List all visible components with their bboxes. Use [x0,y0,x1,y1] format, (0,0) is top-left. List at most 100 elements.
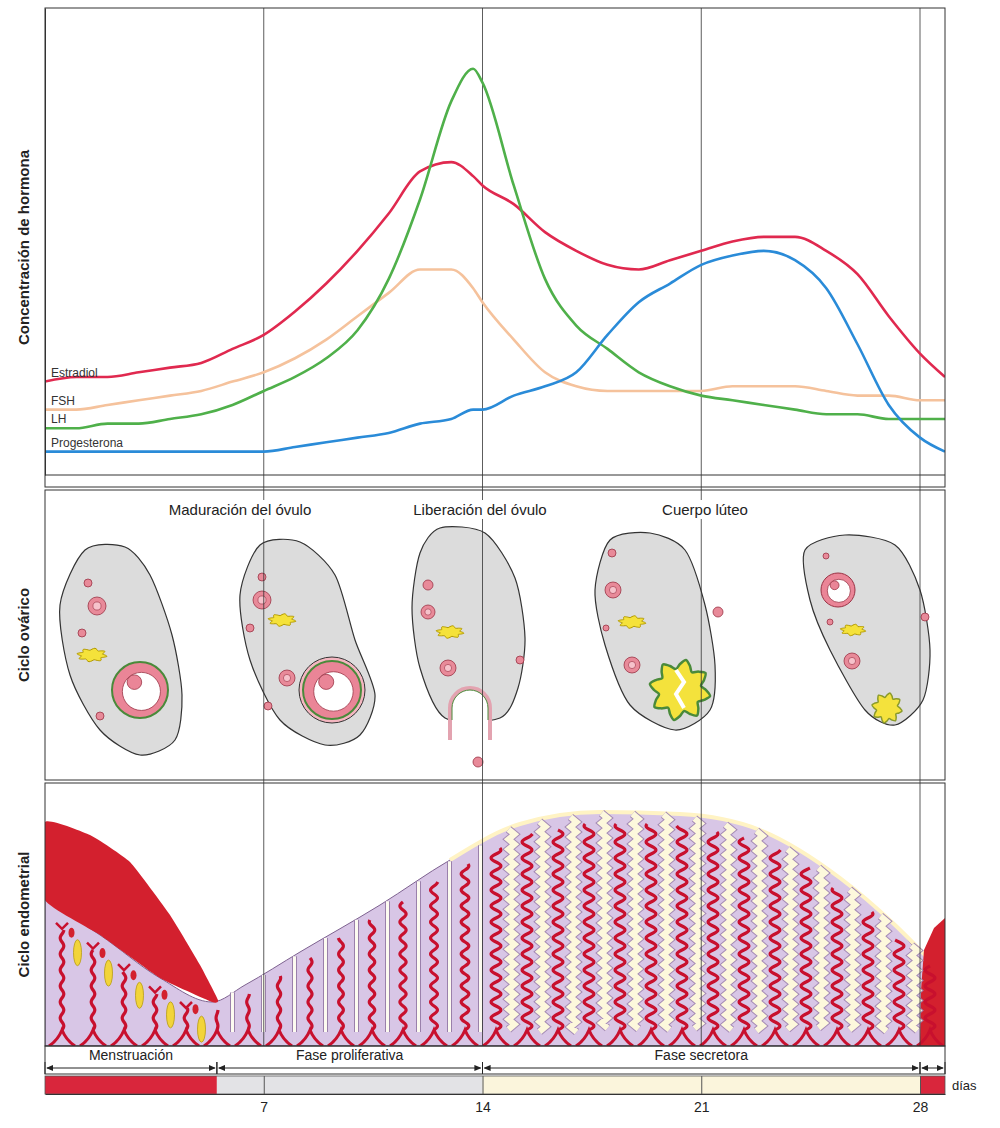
artery-base [483,1030,509,1046]
endometrium-tissue [45,812,945,1046]
follicle [258,573,266,581]
artery-base [576,1030,602,1046]
spiral-artery [553,830,563,1030]
artery-base [452,1030,478,1046]
blood-fragment [162,990,168,1000]
gland [417,881,420,1032]
gland [293,956,296,1032]
hormone-line [45,69,945,429]
corpus-luteum-core [676,670,684,708]
spiral-artery [491,848,501,1030]
spiral-artery [739,838,749,1030]
follicle [423,580,433,590]
gland [664,815,670,1030]
follicle-core [444,664,451,671]
artery-base [545,1030,571,1046]
spiral-artery [677,826,687,1030]
spiral-artery [431,882,438,1030]
gland-edge [323,938,328,1032]
follicle [264,702,272,710]
phase-arrow [922,1068,943,1069]
artery-tip [118,964,130,970]
gland [633,814,639,1029]
gland-fragment [167,1002,175,1028]
artery-base [917,1030,943,1046]
phases [45,1062,945,1094]
follicle [713,607,723,617]
follicle [253,591,271,609]
gland-edge [695,819,701,1029]
gland-edge [664,815,670,1030]
gland [231,992,234,1032]
artery-base [421,1030,447,1046]
x-axis: 7142128 [46,1076,946,1115]
gland [355,920,358,1032]
gland [695,819,701,1029]
tick-label: 28 [913,1099,929,1115]
artery-base [731,1030,757,1046]
menstrual-blood [45,821,218,1002]
antrum [314,672,353,711]
artery-base [297,1030,323,1046]
phase-label: Fase proliferativa [296,1047,404,1063]
artery-base [173,1030,199,1046]
gland [850,890,856,1030]
spiral-artery [461,864,469,1030]
spiral-artery [832,888,842,1030]
artery-base [390,1030,416,1046]
stage-label: Maduración del óvulo [169,501,312,518]
artery-base [762,1030,788,1046]
spiral-artery [277,976,280,1030]
gland-edge [416,881,421,1032]
artery-base [235,1030,261,1046]
label-patch [659,500,751,519]
blood-fragment [100,948,106,958]
artery-base [669,1030,695,1046]
artery-base [638,1030,664,1046]
follicle [473,757,483,767]
phase-strip [920,1076,945,1094]
series-label: Estradiol [51,366,98,380]
artery-base [328,1030,354,1046]
spiral-artery [60,930,64,1030]
grid-line [920,8,921,1046]
menstrual-blood [920,918,945,1046]
panel-title: Ciclo ovárico [15,588,32,682]
x-axis-title: días [952,1078,977,1093]
blood-fragment [131,970,137,980]
gland-edge [912,946,918,1031]
gland-edge [292,956,297,1032]
corpus-albicans [77,648,107,662]
gland-edge [788,849,794,1029]
corpus-albicans [268,614,296,627]
follicle [421,605,435,619]
phase-bound [920,1062,921,1074]
follicle [84,579,92,587]
ovary [240,539,375,745]
gland [819,868,825,1028]
spiral-artery [522,834,532,1030]
gland-edge [354,920,359,1032]
panel-frame [45,8,945,487]
stage-label: Cuerpo lúteo [662,501,748,518]
follicle-core [628,661,635,668]
follicle [608,549,616,557]
x-axis-line [46,1094,946,1095]
gland [448,861,451,1032]
hormone-line [45,251,945,452]
artery-base [111,1030,137,1046]
oocyte [830,581,839,590]
corpus-albicans [618,616,646,629]
phase-bound [216,1062,217,1074]
follicle [823,553,829,559]
x-tick: 14 [475,1076,491,1115]
gland [602,813,608,1028]
x-tick: 21 [694,1076,710,1115]
panel-title: Ciclo endometrial [15,852,32,978]
grid-line [482,8,483,1046]
oocyte [127,675,142,690]
tick-label: 21 [694,1099,710,1115]
follicle-core [425,609,431,615]
gland-fragment [198,1016,206,1042]
spiral-artery [308,958,312,1030]
